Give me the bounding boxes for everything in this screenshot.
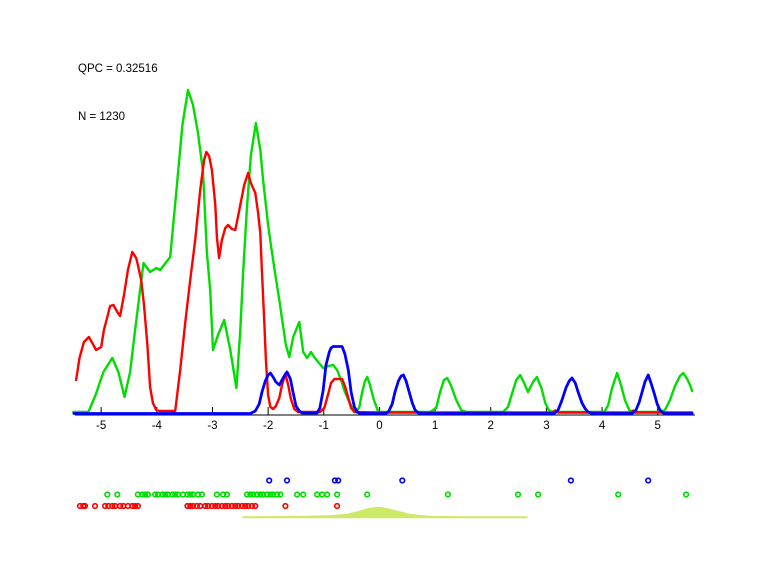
x-tick-label: 5: [655, 420, 661, 432]
rug-marker-green: [142, 491, 149, 498]
x-tick-label: 0: [376, 420, 382, 432]
qpc-value: QPC = 0.32516: [78, 63, 158, 75]
x-tick-label: -1: [319, 420, 329, 432]
rug-marker-green: [267, 491, 274, 498]
rug-marker-red: [218, 502, 225, 510]
rug-marker-red: [134, 502, 141, 510]
rug-marker-red: [282, 502, 289, 510]
rug-marker-red: [187, 502, 194, 510]
rug-marker-green: [213, 491, 220, 498]
rug-marker-green: [300, 491, 307, 498]
reference-density-curve: [242, 506, 528, 519]
rug-marker-green: [144, 491, 151, 498]
rug-marker-green: [253, 491, 261, 498]
rug-marker-red: [81, 502, 89, 510]
rug-marker-green: [514, 491, 522, 498]
rug-marker-green: [277, 491, 284, 498]
rug-marker-blue: [331, 477, 339, 484]
rug-marker-blue: [283, 477, 291, 484]
rug-marker-green: [294, 491, 301, 498]
n-value: N = 1230: [78, 111, 125, 123]
rug-marker-red: [132, 502, 139, 510]
rug-marker-red: [212, 502, 219, 510]
density-curves-layer: [72, 88, 694, 415]
rug-marker-blue: [567, 477, 575, 484]
rug-marker-red: [334, 502, 341, 510]
rug-marker-green: [682, 491, 690, 498]
rug-marker-red: [91, 502, 99, 510]
rug-marker-red: [238, 502, 246, 510]
rug-marker-blue: [266, 477, 273, 484]
rug-marker-green: [324, 491, 331, 498]
rug-marker-blue: [335, 477, 342, 484]
rug-marker-red: [252, 502, 259, 510]
rug-marker-red: [202, 502, 209, 510]
rug-marker-green: [319, 491, 326, 498]
rug-marker-green: [162, 491, 169, 498]
rug-marker-red: [109, 502, 116, 510]
rug-marker-green: [314, 491, 321, 498]
rug-marker-red: [197, 502, 204, 510]
rug-marker-red: [248, 502, 256, 510]
rug-marker-red: [208, 502, 215, 510]
rug-marker-green: [114, 491, 121, 498]
x-tick-label: -5: [96, 420, 106, 432]
rug-marker-green: [139, 491, 146, 498]
rug-marker-green: [334, 491, 341, 498]
rug-marker-green: [444, 491, 452, 498]
rug-marker-red: [228, 502, 235, 510]
rug-marker-green: [104, 491, 111, 498]
x-tick-label: -4: [152, 420, 163, 432]
rug-marker-blue: [645, 477, 652, 484]
rug-marker-green: [263, 491, 271, 498]
curve-blue: [72, 345, 694, 415]
rug-marker-green: [243, 491, 251, 498]
rug-marker-green: [152, 491, 159, 498]
rug-marker-green: [184, 491, 191, 498]
rug-marker-red: [101, 502, 109, 510]
rug-marker-green: [615, 491, 622, 498]
rug-marker-red: [129, 502, 136, 510]
rug-marker-green: [273, 491, 281, 498]
x-tick-label: -2: [263, 420, 273, 432]
rug-marker-red: [184, 502, 191, 510]
x-tick-label: 2: [488, 420, 494, 432]
rug-marker-green: [223, 491, 230, 498]
rug-marker-blue: [399, 477, 406, 484]
rug-marker-green: [159, 491, 166, 498]
stats-annotation: QPC = 0.32516 N = 1230: [78, 29, 158, 157]
curve-green: [72, 88, 694, 414]
curve-red: [74, 150, 694, 414]
rug-marker-green: [257, 491, 264, 498]
rug-marker-green: [247, 491, 254, 498]
x-tick-label: -3: [207, 420, 217, 432]
rug-marker-red: [116, 502, 124, 510]
rug-marker-green: [364, 491, 371, 498]
rug-marker-red: [225, 502, 232, 510]
rug-marker-red: [232, 502, 239, 510]
rug-marker-green: [198, 491, 205, 498]
rug-marker-red: [193, 502, 200, 510]
rug-marker-green: [534, 491, 542, 498]
rug-marker-green: [172, 491, 179, 498]
rug-marker-red: [242, 502, 249, 510]
x-tick-label: 4: [599, 420, 606, 432]
rug-marker-green: [169, 491, 176, 498]
rug-marker-green: [187, 491, 194, 498]
sample-rug-layer: [76, 477, 690, 510]
x-tick-label: 1: [432, 420, 438, 432]
reference-density-layer: [242, 506, 528, 519]
x-tick-label: 3: [543, 420, 549, 432]
rug-marker-red: [222, 502, 229, 510]
